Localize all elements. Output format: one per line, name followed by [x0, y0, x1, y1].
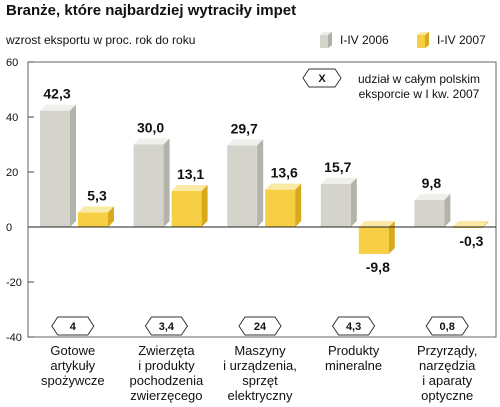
category-label-line: Gotowe — [50, 343, 96, 358]
bar-2007-side — [482, 221, 489, 228]
bar-2007-side — [201, 184, 208, 227]
bar-2006-top — [40, 104, 76, 111]
legend-label-2007: I-IV 2007 — [437, 33, 486, 47]
bar-2006 — [414, 200, 445, 227]
share-hexagon — [331, 316, 376, 336]
bar-2007 — [358, 227, 389, 254]
share-hexagon — [238, 316, 282, 336]
data-label-2006: 30,0 — [137, 120, 164, 136]
category-label-line: i produkty — [138, 358, 195, 373]
bar-2006-side — [444, 194, 451, 227]
bar-2006-top — [227, 139, 264, 146]
bar-2007 — [171, 190, 202, 227]
y-tick-label: 20 — [6, 167, 18, 179]
category-label-line: Przyrządy, — [416, 343, 478, 358]
bar-2006 — [133, 144, 164, 227]
bar-2007-top — [452, 221, 489, 227]
data-label-2006: 15,7 — [324, 159, 351, 175]
bar-2006-side — [350, 177, 357, 227]
legend-swatch-2007 — [417, 32, 429, 48]
data-label-2007: -0,3 — [459, 233, 483, 249]
bar-2006-side — [70, 104, 76, 227]
share-value: 24 — [254, 321, 267, 333]
bar-2007-side — [388, 221, 395, 254]
category-label-line: zwierzęcego — [130, 388, 203, 403]
share-value: 0,8 — [440, 321, 455, 333]
bar-2006-top — [414, 194, 451, 201]
category-label-line: narzędzia — [419, 358, 476, 373]
category-label-line: spożywcze — [41, 373, 105, 388]
bar-2006-side — [163, 138, 170, 227]
category-label-line: mineralne — [325, 358, 383, 373]
bar-2007-side — [295, 183, 302, 227]
share-legend-symbol: X — [318, 73, 326, 85]
bar-2006 — [227, 145, 258, 227]
share-legend-hexagon — [302, 68, 342, 88]
category-label: Produkty mineralne — [304, 343, 404, 373]
bar-2007-top — [78, 206, 114, 213]
share-legend-text: udział w całym polskim eksporcie w I kw.… — [357, 72, 481, 101]
bar-2006-side — [257, 139, 264, 227]
category-label-line: Maszyny — [234, 343, 286, 358]
bar-2006 — [320, 183, 351, 227]
y-tick-label: 0 — [6, 222, 12, 234]
data-label-2007: -9,8 — [366, 259, 390, 275]
plot-frame — [27, 61, 497, 338]
category-label-line: elektryczny — [227, 388, 293, 403]
bar-2007-top — [265, 183, 302, 190]
category-label: Przyrządy, narzędzia i aparaty optyczne — [397, 343, 497, 403]
category-label: Zwierzęta i produkty pochodzenia zwierzęceg… — [116, 343, 216, 403]
data-label-2006: 29,7 — [231, 120, 258, 136]
bar-2007-side — [108, 206, 114, 227]
category-label: Maszyny i urządzenia, sprzęt elektryczny — [210, 343, 310, 403]
share-hexagon — [144, 316, 189, 336]
category-label-line: pochodzenia — [129, 373, 204, 388]
category-label-line: optyczne — [421, 388, 474, 403]
bar-2007-top — [171, 184, 208, 191]
bar-2006-top — [320, 177, 357, 184]
chart-subtitle: wzrost eksportu w proc. rok do roku — [6, 33, 196, 47]
data-label-2006: 42,3 — [43, 86, 70, 102]
category-label-line: Produkty — [327, 343, 380, 358]
bar-2007-top — [358, 221, 395, 227]
y-tick-label: -40 — [6, 332, 22, 344]
category-label-line: artykuły — [50, 358, 96, 373]
share-hexagon — [51, 316, 95, 336]
bar-2006-top — [133, 138, 170, 145]
legend-swatch-2006 — [320, 32, 332, 48]
data-label-2007: 13,6 — [271, 165, 298, 181]
share-value: 3,4 — [159, 321, 175, 333]
data-label-2007: 13,1 — [177, 166, 204, 182]
share-hexagon — [425, 316, 469, 336]
data-label-2007: 5,3 — [87, 187, 107, 203]
bar-2007 — [265, 189, 296, 227]
category-label: Gotowe artykuły spożywcze — [23, 343, 123, 388]
category-label-line: sprzęt — [242, 373, 278, 388]
y-tick-label: -20 — [6, 277, 22, 289]
category-label-line: i aparaty — [422, 373, 473, 388]
chart-title: Branże, które najbardziej wytraciły impe… — [6, 2, 297, 19]
category-label-line: Zwierzęta — [138, 343, 195, 358]
bar-2007 — [78, 212, 108, 227]
bar-2006 — [40, 110, 70, 227]
legend-label-2006: I-IV 2006 — [340, 33, 389, 47]
share-value: 4,3 — [346, 321, 361, 333]
y-tick-label: 60 — [6, 57, 18, 69]
y-tick-label: 40 — [6, 112, 18, 124]
category-label-line: i urządzenia, — [223, 358, 297, 373]
share-value: 4 — [70, 321, 77, 333]
data-label-2006: 9,8 — [422, 175, 442, 191]
